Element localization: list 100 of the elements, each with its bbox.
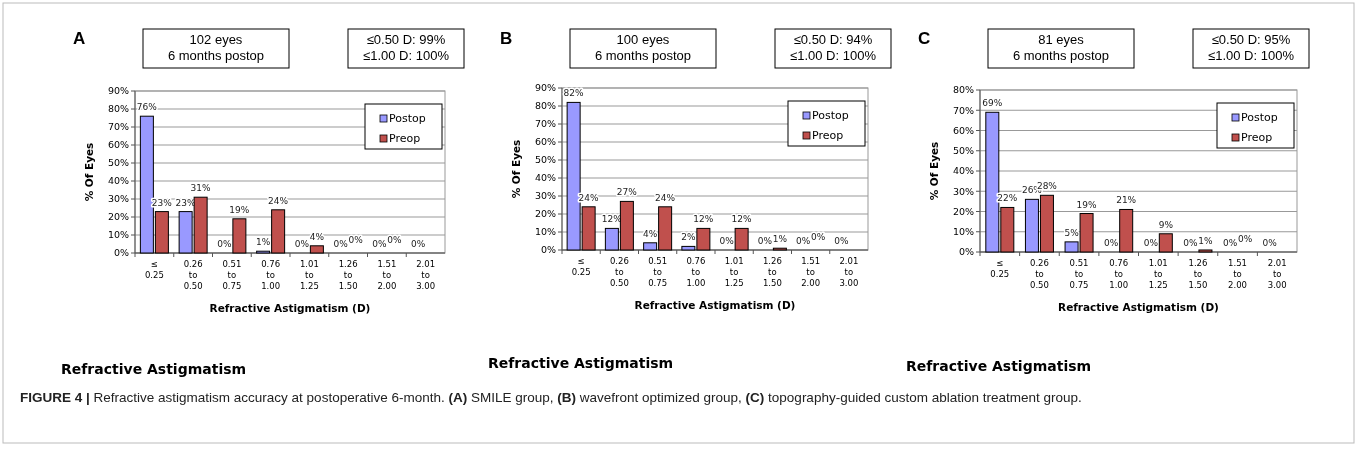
y-tick-label: 0% [958, 246, 974, 258]
data-label: 24% [655, 192, 676, 203]
bar [232, 218, 247, 254]
x-tick-label: 0.51 to 0.75 [1069, 258, 1089, 290]
x-tick-label: ≤ 0.25 [571, 256, 591, 277]
y-axis-title: % Of Eyes [928, 141, 940, 201]
data-label: 0% [719, 236, 735, 246]
x-tick-label: 1.26 to 1.50 [762, 256, 782, 288]
data-label: 0% [217, 239, 232, 249]
text: Refractive Astigmatism [488, 355, 674, 371]
data-label: 1% [255, 237, 271, 248]
x-tick-label: 0.51 to 0.75 [222, 259, 242, 291]
y-tick-label: 40% [952, 165, 974, 177]
y-tick-label: 90% [534, 82, 556, 94]
data-label: 0% [834, 236, 849, 246]
data-label: 4% [642, 228, 658, 239]
x-tick-label: 1.01 to 1.25 [724, 256, 744, 288]
data-label: 12% [693, 214, 714, 225]
y-tick-label: 80% [952, 84, 974, 96]
x-tick-label: 0.26 to 0.50 [1029, 258, 1049, 290]
chart-title: B [500, 29, 513, 48]
data-label: 24% [268, 195, 289, 206]
data-label: 0% [757, 236, 773, 246]
y-tick-label: 10% [534, 226, 556, 238]
data-label: 0% [348, 235, 364, 245]
y-tick-label: 10% [952, 226, 974, 238]
x-tick-label: 1.01 to 1.25 [299, 259, 319, 291]
y-tick-label: 50% [952, 145, 974, 157]
x-tick-label: 1.51 to 2.00 [377, 259, 397, 291]
data-label: 21% [1116, 195, 1137, 206]
data-label: 0% [795, 236, 811, 246]
x-axis-title: Refractive Astigmatism (D) [1058, 301, 1219, 313]
y-tick-label: 70% [952, 104, 974, 116]
x-tick-label: 2.01 to 3.00 [839, 256, 859, 288]
data-label: 12% [731, 214, 753, 225]
caption: FIGURE 4 | Refractive astigmatism accuracy at postoperative 6-month. (A) SMILE group, (B) wavefront optimized group, (C) topography-guided custom ablation treatment group. [20, 390, 1082, 405]
data-label: 0% [1262, 238, 1278, 248]
data-label: 0% [372, 239, 387, 249]
y-tick-label: 0% [540, 244, 556, 256]
x-tick-label: 1.26 to 1.50 [338, 259, 358, 291]
data-label: 0% [810, 232, 826, 242]
y-tick-label: 80% [534, 100, 556, 112]
x-tick-label: 0.76 to 1.00 [261, 259, 281, 291]
data-label: 0% [1143, 238, 1159, 248]
data-label: 31% [190, 183, 212, 194]
text: ≤0.50 D: 95% ≤1.00 D: 100% [1208, 32, 1295, 63]
y-tick-label: 70% [534, 118, 556, 130]
data-label: 0% [1237, 234, 1253, 244]
y-tick-label: 50% [107, 157, 129, 169]
y-tick-label: 60% [107, 139, 129, 151]
x-tick-label: 0.76 to 1.00 [686, 256, 706, 288]
data-label: 1% [772, 234, 788, 245]
text: 100 eyes 6 months postop [594, 32, 692, 63]
bar [734, 227, 749, 251]
data-label: 0% [410, 239, 426, 249]
x-tick-label: 0.51 to 0.75 [648, 256, 668, 288]
data-label: 0% [1104, 238, 1119, 248]
bar [1158, 233, 1173, 253]
legend-label: Postop [812, 109, 849, 122]
x-tick-label: 1.51 to 2.00 [1228, 258, 1248, 290]
data-label: 0% [1222, 238, 1238, 248]
y-tick-label: 60% [952, 124, 974, 136]
text: Refractive Astigmatism [906, 358, 1092, 374]
y-tick-label: 30% [534, 190, 556, 202]
x-tick-label: 0.26 to 0.50 [183, 259, 203, 291]
x-axis-title: Refractive Astigmatism (D) [634, 299, 796, 311]
data-label: 5% [1064, 227, 1080, 238]
data-label: 9% [1158, 219, 1174, 230]
y-axis-title: % Of Eyes [83, 142, 95, 202]
y-tick-label: 80% [107, 103, 129, 115]
bar [1119, 208, 1134, 253]
x-tick-label: ≤ 0.25 [990, 258, 1010, 279]
text: ≤0.50 D: 94% ≤1.00 D: 100% [790, 32, 877, 63]
y-tick-label: 40% [534, 172, 556, 184]
y-tick-label: 30% [952, 185, 974, 197]
data-label: 1% [1198, 235, 1214, 246]
data-label: 4% [309, 231, 325, 242]
chart-title: C [918, 29, 931, 48]
x-tick-label: 0.76 to 1.00 [1109, 258, 1129, 290]
y-tick-label: 10% [107, 229, 129, 241]
x-tick-label: 1.51 to 2.00 [801, 256, 821, 288]
data-label: 19% [229, 204, 250, 215]
y-tick-label: 60% [534, 136, 556, 148]
chart-title: A [73, 29, 86, 48]
bar [309, 245, 324, 254]
y-tick-label: 30% [107, 193, 129, 205]
bar [1198, 249, 1213, 253]
y-tick-label: 20% [952, 205, 974, 217]
y-tick-label: 50% [534, 154, 556, 166]
y-tick-label: 20% [107, 211, 129, 223]
data-label: 19% [1076, 199, 1098, 210]
data-label: 69% [982, 98, 1003, 109]
y-axis-title: % Of Eyes [510, 139, 522, 199]
y-tick-label: 90% [107, 85, 129, 97]
text: ≤0.50 D: 99% ≤1.00 D: 100% [363, 32, 450, 63]
x-tick-label: 0.26 to 0.50 [609, 256, 629, 288]
x-tick-label: 1.26 to 1.50 [1188, 258, 1208, 290]
legend-label: Preop [812, 129, 844, 142]
legend-label: Preop [1241, 131, 1273, 144]
text: Refractive Astigmatism [61, 361, 247, 377]
